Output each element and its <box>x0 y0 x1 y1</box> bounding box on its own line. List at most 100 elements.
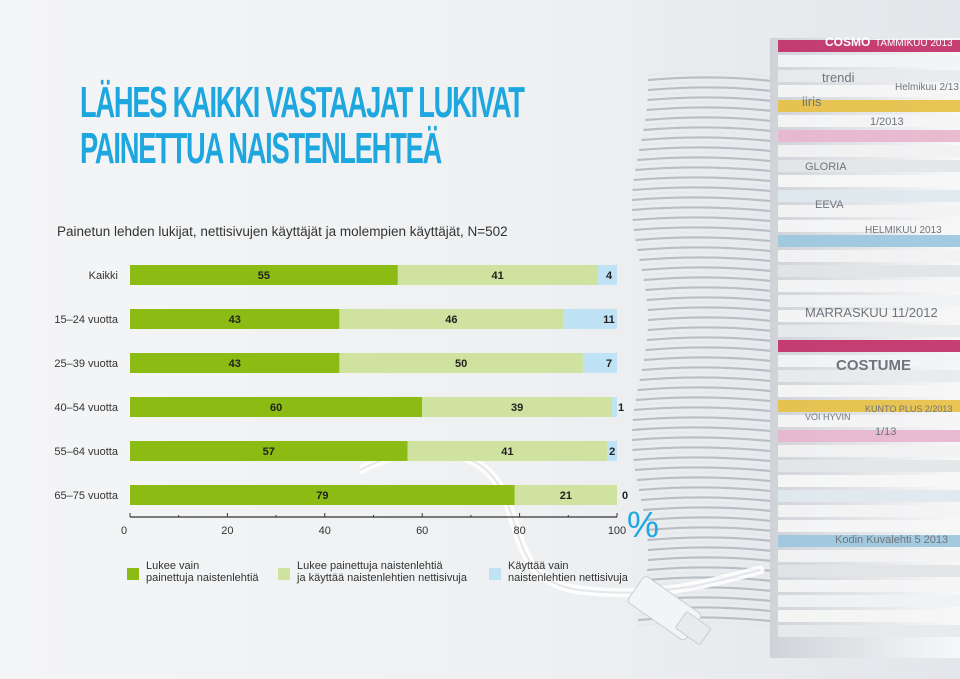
page-edge <box>632 416 781 424</box>
x-tick-label: 20 <box>221 525 233 537</box>
magazine-title: COSMO <box>825 35 870 49</box>
page-edge <box>646 336 781 344</box>
magazine-spine <box>778 175 960 187</box>
page-edge <box>640 141 781 149</box>
chart-subtitle: Painetun lehden lukijat, nettisivujen kä… <box>57 224 508 239</box>
magazine-spine <box>778 100 960 112</box>
spine-texts: COSMO TAMMIKUU 2013 trendi Helmikuu 2/13 iir… <box>802 35 959 546</box>
magazine-spine <box>778 580 960 592</box>
legend-label-web-only-2: naistenlehtien nettisivuja <box>508 572 628 584</box>
page-edge <box>633 406 781 414</box>
page-edge <box>638 486 781 494</box>
legend-label-web-only-1: Käyttää vain <box>508 560 569 572</box>
page-edge <box>632 441 781 449</box>
magazine-spine <box>778 115 960 127</box>
page-edge <box>641 136 781 144</box>
unit-label: % <box>627 504 659 545</box>
page-edge <box>644 351 781 359</box>
x-tick-label: 0 <box>121 525 127 537</box>
bar-segment <box>130 265 398 285</box>
magazine-spine <box>778 385 960 397</box>
page-edge <box>633 411 781 419</box>
page-edge <box>631 206 781 214</box>
page-edge <box>636 476 781 484</box>
magazine-title: TAMMIKUU 2013 <box>875 38 953 49</box>
data-label: 41 <box>501 446 513 458</box>
magazine-spine <box>778 475 960 487</box>
data-label: 79 <box>316 490 328 502</box>
page-edge <box>633 226 781 234</box>
magazine-title: KUNTO PLUS 2/2013 <box>865 404 952 414</box>
magazine-spine <box>778 445 960 457</box>
page-edge <box>647 556 781 564</box>
page-edge <box>647 316 781 324</box>
category-label: Kaikki <box>89 270 118 282</box>
magazine-spine <box>778 265 960 277</box>
bar-segment <box>514 485 617 505</box>
legend-swatch-web-only <box>489 568 501 580</box>
data-label: 55 <box>258 270 270 282</box>
page-edge <box>632 451 781 459</box>
magazine-spine <box>778 460 960 472</box>
page-edge <box>632 216 781 224</box>
page-edge <box>638 381 781 389</box>
page-edge <box>633 176 781 184</box>
page-edge <box>636 621 781 629</box>
magazine-spine <box>778 160 960 172</box>
magazine-spine <box>778 340 960 352</box>
data-label: 1 <box>618 402 624 414</box>
page-edge <box>643 126 781 134</box>
page-edge <box>646 571 781 579</box>
magazine-title: EEVA <box>815 199 844 211</box>
magazine-spine <box>778 130 960 142</box>
page-edge <box>647 101 781 109</box>
page-edge <box>642 361 781 369</box>
data-label: 46 <box>445 314 457 326</box>
bar-segment <box>597 265 617 285</box>
page-edge <box>631 201 781 209</box>
magazine-spine <box>778 355 960 367</box>
page-edge <box>645 346 781 354</box>
page-edge <box>647 566 781 574</box>
page-edge <box>642 271 781 279</box>
legend-label-print-only-1: Lukee vain <box>146 560 200 572</box>
page-edge <box>634 171 781 179</box>
magazine-spine <box>778 490 960 502</box>
magazine-title: Kodin Kuvalehti 5 2013 <box>835 534 948 546</box>
magazine-spine <box>778 85 960 97</box>
page-edge <box>632 211 781 219</box>
magazine-title: MARRASKUU 11/2012 <box>805 305 938 320</box>
page-edge <box>640 496 781 504</box>
magazine-spine <box>778 190 960 202</box>
bar-segment <box>130 397 423 417</box>
magazine-spine <box>778 40 960 52</box>
category-label: 65–75 vuotta <box>54 490 118 502</box>
magazine-spine <box>778 535 960 547</box>
page-edge <box>641 366 781 374</box>
page-edge <box>647 311 781 319</box>
magazine-title: trendi <box>822 70 855 85</box>
page-edge <box>647 541 781 549</box>
legend-item-print-only: Lukee vain painettuja naistenlehtiä <box>127 560 259 584</box>
page-edge <box>632 181 781 189</box>
page-edge <box>635 471 781 479</box>
legend-swatch-print-only <box>127 568 139 580</box>
page-edge <box>647 536 781 544</box>
magazine-spine <box>778 550 960 562</box>
magazine-spine <box>778 235 960 247</box>
bar-segment <box>563 309 617 329</box>
data-label: 0 <box>622 490 628 502</box>
page-edge <box>646 296 781 304</box>
page-edge <box>634 461 781 469</box>
magazine-title: iiris <box>802 94 822 109</box>
page-edge <box>638 251 781 259</box>
page-edge <box>632 426 781 434</box>
magazine-spine <box>778 520 960 532</box>
data-label: 11 <box>603 314 615 326</box>
magazine-title: GLORIA <box>805 161 847 173</box>
page-edge <box>634 466 781 474</box>
page-edge <box>632 421 781 429</box>
magazine-spine <box>778 280 960 292</box>
rj45-plug <box>627 576 711 645</box>
data-label: 7 <box>606 358 612 370</box>
